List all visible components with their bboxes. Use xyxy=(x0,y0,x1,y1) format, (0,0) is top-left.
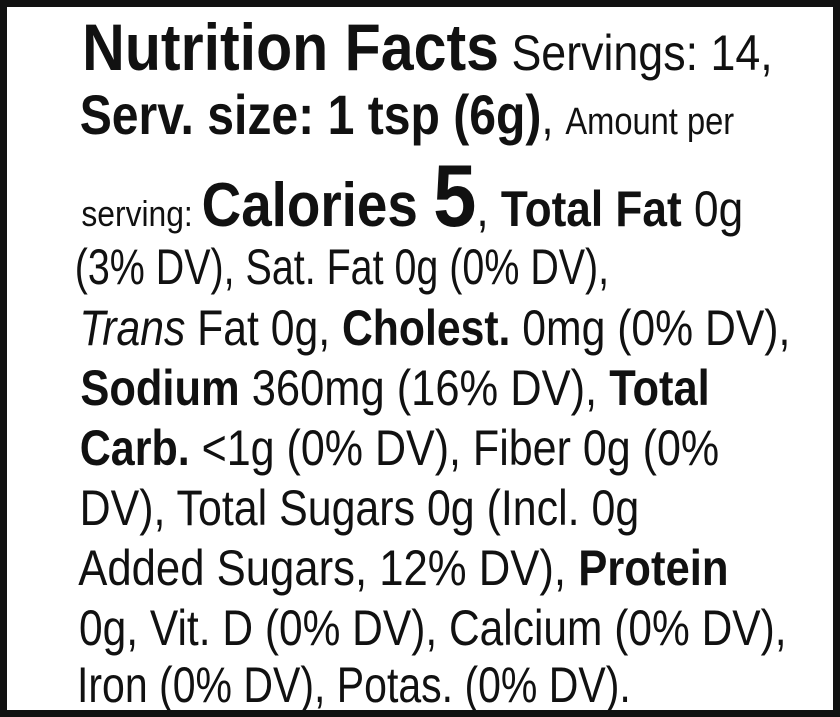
text: Fat 0g, xyxy=(185,300,342,356)
text: (3% DV), Sat. Fat 0g (0% DV), xyxy=(75,239,609,295)
text: <1g (0% DV), Fiber 0g (0% xyxy=(190,420,719,476)
line: Carb. <1g (0% DV), Fiber 0g (0% xyxy=(20,420,755,476)
text: 0g, Vit. D (0% DV), Calcium (0% DV), xyxy=(79,600,787,656)
line: Serv. size: 1 tsp (6g), Amount per xyxy=(20,83,770,146)
nutrient: Protein xyxy=(578,540,728,596)
nutrient: Total Fat xyxy=(501,181,682,237)
text: 0mg (0% DV), xyxy=(510,300,790,356)
serving-size: Serv. size: 1 tsp (6g) xyxy=(80,83,542,146)
text: Added Sugars, 12% DV), xyxy=(78,540,578,596)
line: Added Sugars, 12% DV), Protein xyxy=(20,540,765,596)
nutrient: Carb. xyxy=(80,420,190,476)
text: , xyxy=(541,89,565,145)
line: serving: Calories 5, Total Fat 0g xyxy=(20,146,780,245)
text: 360mg (16% DV), xyxy=(240,360,609,416)
text: Trans xyxy=(79,300,185,356)
nutrient: Sodium xyxy=(80,360,239,416)
text: 0g xyxy=(682,181,743,237)
text: , xyxy=(476,181,501,237)
line: DV), Total Sugars 0g (Incl. 0g xyxy=(20,480,675,536)
line: 0g, Vit. D (0% DV), Calcium (0% DV), xyxy=(20,600,822,656)
line: Nutrition Facts Servings: 14, xyxy=(20,10,810,84)
servings: Servings: 14, xyxy=(499,25,773,81)
text: DV), Total Sugars 0g (Incl. 0g xyxy=(80,480,640,536)
line: Sodium 360mg (16% DV), Total xyxy=(20,360,746,416)
text: Iron (0% DV), Potas. (0% DV). xyxy=(77,657,631,713)
text: serving: xyxy=(81,193,201,234)
line: Iron (0% DV), Potas. (0% DV). xyxy=(20,657,665,713)
calories-label: Calories xyxy=(202,171,433,240)
nutrient: Total xyxy=(609,360,710,416)
heading: Nutrition Facts xyxy=(82,10,499,84)
text: Amount per xyxy=(565,101,734,143)
nutrient: Cholest. xyxy=(342,300,510,356)
calories-value: 5 xyxy=(433,146,476,245)
line: Trans Fat 0g, Cholest. 0mg (0% DV), xyxy=(20,300,826,356)
line: (3% DV), Sat. Fat 0g (0% DV), xyxy=(20,239,642,295)
